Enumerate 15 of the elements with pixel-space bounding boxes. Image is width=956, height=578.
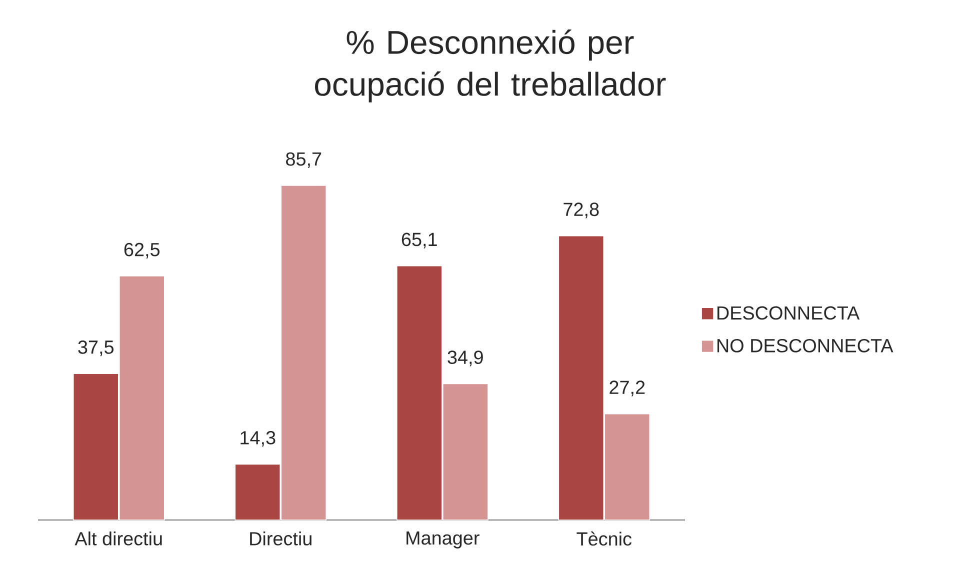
data-label: 14,3 <box>240 431 276 447</box>
data-label: 85,7 <box>286 152 322 168</box>
x-tick-label: Directiu <box>250 532 312 546</box>
x-tick-label: Tècnic <box>576 532 632 546</box>
data-label: 72,8 <box>564 202 599 218</box>
data-label: 34,9 <box>448 350 483 366</box>
chart-title: % Desconnexió per ocupació del treballador <box>315 30 666 102</box>
x-tick-label: Manager <box>406 532 480 548</box>
legend-label: NO DESCONNECTA <box>717 338 894 352</box>
data-label: 62,5 <box>124 242 160 259</box>
data-label: 37,5 <box>78 340 114 356</box>
data-label: 65,1 <box>402 232 437 248</box>
legend-label: DESCONNECTA <box>717 306 860 320</box>
data-label: 27,2 <box>610 380 645 396</box>
x-tick-label: Alt directiu <box>74 532 162 546</box>
